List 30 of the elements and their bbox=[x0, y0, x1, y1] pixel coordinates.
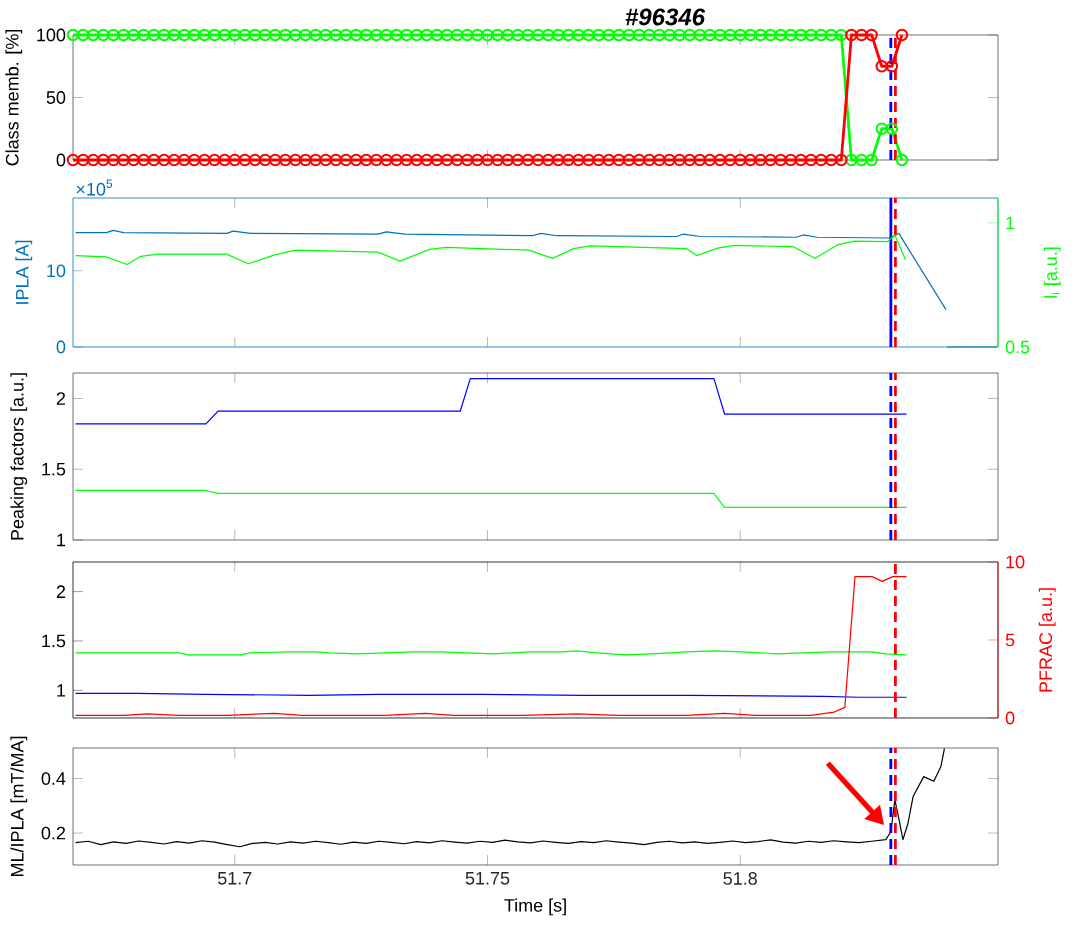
y2-axis-title: PFRAC [a.u.] bbox=[1038, 588, 1056, 692]
x-axis-title: Time [s] bbox=[504, 898, 566, 916]
y-axis-title: Peaking factors [a.u.] bbox=[10, 373, 28, 540]
y-tick-label: 0 bbox=[56, 153, 66, 167]
y-axis-title: Class memb. [%] bbox=[5, 29, 23, 166]
y-tick-label: 2 bbox=[56, 585, 66, 598]
y-tick-label: 10 bbox=[47, 264, 66, 278]
y-axis-title: ML/IPLA [mT/MA] bbox=[10, 736, 28, 877]
y2-tick-label: 5 bbox=[1005, 633, 1015, 647]
y-tick-label: 0.4 bbox=[41, 772, 66, 785]
y-tick-label: 50 bbox=[46, 91, 66, 104]
y2-tick-label: 0 bbox=[1005, 711, 1015, 725]
chart-title: #96346 bbox=[625, 8, 706, 26]
y-tick-label: 1 bbox=[57, 684, 66, 697]
text: ×10$^{5}$ bbox=[76, 179, 113, 196]
y-tick-label: 1.5 bbox=[42, 634, 66, 648]
y-tick-label: 1.5 bbox=[42, 462, 66, 476]
x-tick-label: 51.8 bbox=[723, 872, 757, 885]
y2-tick-label: 1 bbox=[1006, 216, 1015, 230]
y2-tick-label: 0.5 bbox=[1005, 340, 1030, 354]
y-tick-label: 100 bbox=[37, 28, 66, 42]
y-tick-label: 2 bbox=[56, 392, 66, 405]
y2-axis-title: l$_{i}$ [a.u.] bbox=[1043, 247, 1061, 298]
y2-tick-label: 10 bbox=[1006, 555, 1025, 569]
y-tick-label: 0.2 bbox=[41, 826, 66, 840]
y-axis-title: IPLA [A] bbox=[15, 240, 33, 304]
x-tick-label: 51.75 bbox=[465, 872, 510, 885]
y-tick-label: 1 bbox=[57, 533, 66, 547]
x-tick-label: 51.7 bbox=[217, 872, 252, 885]
y-tick-label: 0 bbox=[56, 340, 66, 354]
